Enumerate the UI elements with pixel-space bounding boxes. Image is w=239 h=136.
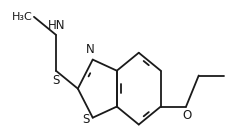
Text: S: S [82, 112, 89, 126]
Text: HN: HN [48, 19, 66, 32]
Text: H₃C: H₃C [12, 12, 33, 22]
Text: S: S [52, 74, 60, 87]
Text: O: O [183, 109, 192, 122]
Text: N: N [86, 43, 95, 56]
